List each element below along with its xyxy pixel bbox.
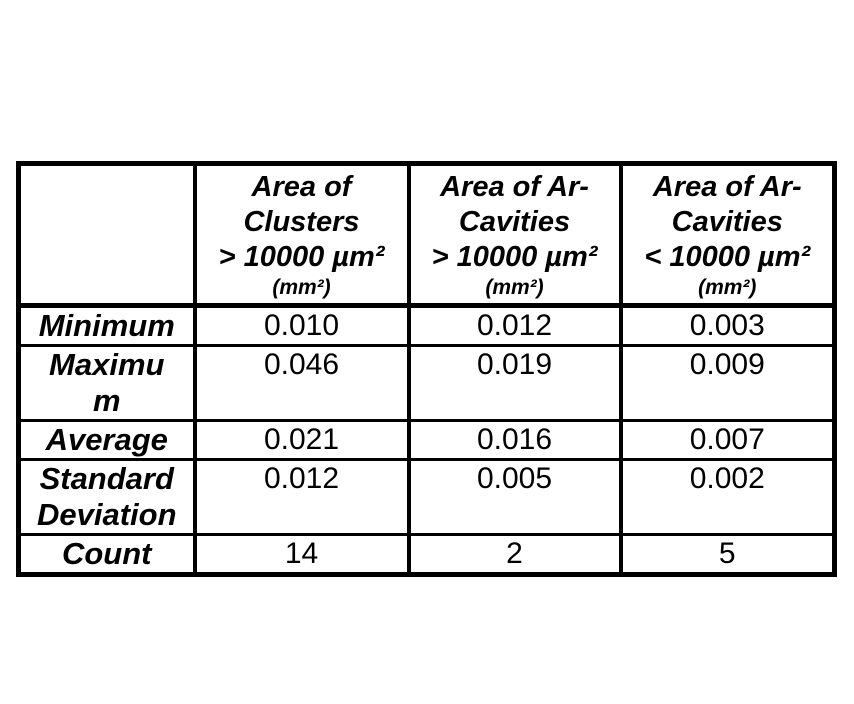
column-title: Area of Ar- Cavities > 10000 µm² xyxy=(431,170,598,273)
column-title: Area of Ar- Cavities < 10000 µm² xyxy=(644,170,811,273)
row-label-standard-deviation: Standard Deviation xyxy=(16,458,197,536)
cell-count-clusters: 14 xyxy=(192,533,411,576)
table-row-standard-deviation: Standard Deviation 0.012 0.005 0.002 xyxy=(16,458,837,536)
column-unit: (mm²) xyxy=(272,275,331,299)
column-header-ar-cavities-lt-10000: Area of Ar- Cavities < 10000 µm² (mm²) xyxy=(618,162,837,308)
table-row-average: Average 0.021 0.016 0.007 xyxy=(16,419,837,461)
cell-maximum-ar-lt: 0.009 xyxy=(618,344,837,422)
column-title: Area of Clusters > 10000 µm² xyxy=(218,170,385,273)
cell-maximum-clusters: 0.046 xyxy=(192,344,411,422)
column-header-ar-cavities-gt-10000: Area of Ar- Cavities > 10000 µm² (mm²) xyxy=(406,162,623,308)
header-row: Area of Clusters > 10000 µm² (mm²) Area … xyxy=(16,162,837,308)
cell-minimum-ar-gt: 0.012 xyxy=(406,304,623,347)
statistics-table: Area of Clusters > 10000 µm² (mm²) Area … xyxy=(16,161,837,577)
cell-stddev-ar-gt: 0.005 xyxy=(406,458,623,536)
cell-maximum-ar-gt: 0.019 xyxy=(406,344,623,422)
row-label-maximum: Maximu m xyxy=(16,344,197,422)
cell-count-ar-lt: 5 xyxy=(618,533,837,576)
statistics-table-container: Area of Clusters > 10000 µm² (mm²) Area … xyxy=(16,161,837,577)
row-label-minimum: Minimum xyxy=(16,304,197,347)
cell-minimum-ar-lt: 0.003 xyxy=(618,304,837,347)
column-unit: (mm²) xyxy=(485,275,544,299)
cell-minimum-clusters: 0.010 xyxy=(192,304,411,347)
corner-cell xyxy=(16,162,197,308)
cell-average-clusters: 0.021 xyxy=(192,419,411,461)
cell-average-ar-gt: 0.016 xyxy=(406,419,623,461)
column-header-clusters-gt-10000: Area of Clusters > 10000 µm² (mm²) xyxy=(192,162,411,308)
table-row-maximum: Maximu m 0.046 0.019 0.009 xyxy=(16,344,837,422)
cell-count-ar-gt: 2 xyxy=(406,533,623,576)
cell-average-ar-lt: 0.007 xyxy=(618,419,837,461)
table-row-minimum: Minimum 0.010 0.012 0.003 xyxy=(16,304,837,347)
row-label-average: Average xyxy=(16,419,197,461)
cell-stddev-clusters: 0.012 xyxy=(192,458,411,536)
table-row-count: Count 14 2 5 xyxy=(16,533,837,576)
row-label-count: Count xyxy=(16,533,197,576)
column-unit: (mm²) xyxy=(698,275,757,299)
cell-stddev-ar-lt: 0.002 xyxy=(618,458,837,536)
